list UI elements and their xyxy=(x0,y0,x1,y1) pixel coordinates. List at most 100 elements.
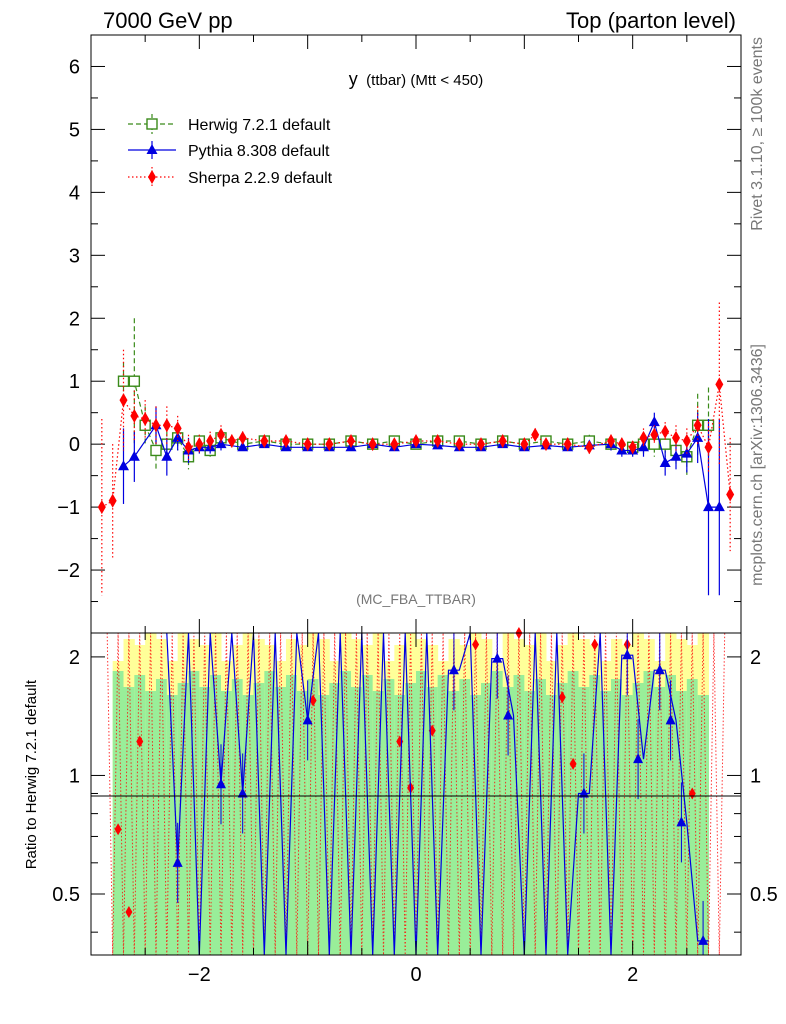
ratio-band-inner xyxy=(210,675,222,955)
header-right-label: Top (parton level) xyxy=(566,8,736,33)
ratio-band-inner xyxy=(296,691,309,955)
main-point xyxy=(368,437,377,452)
legend-pythia-marker xyxy=(146,144,158,154)
x-tick-label: 2 xyxy=(627,964,638,986)
ratio-band-inner xyxy=(697,695,709,955)
main-point xyxy=(150,444,162,457)
main-point xyxy=(726,487,735,502)
main-point xyxy=(607,434,615,449)
ratio-band-inner xyxy=(448,691,460,955)
main-point xyxy=(639,430,648,445)
ratio-sherpa-point xyxy=(114,823,122,836)
main-point xyxy=(704,440,713,455)
main-point xyxy=(152,418,160,433)
ratio-band-inner xyxy=(394,695,406,955)
ratio-pythia-point xyxy=(503,709,514,720)
ratio-band-inner xyxy=(546,695,558,955)
main-point xyxy=(118,460,129,471)
ratio-band-inner xyxy=(481,683,493,955)
main-point xyxy=(128,375,141,387)
ratio-band-inner xyxy=(112,671,124,955)
main-point xyxy=(563,437,572,452)
main-point xyxy=(303,437,312,452)
main-plot-title-selection: (ttbar) (Mtt < 450) xyxy=(366,72,483,89)
ratio-pythia-point xyxy=(492,652,503,663)
ratio-band-inner xyxy=(632,683,644,955)
main-point xyxy=(661,424,670,439)
ratio-band-inner xyxy=(221,691,233,955)
main-plot-title: y (ttbar) (Mtt < 450) xyxy=(349,69,484,89)
ratio-panel: 0.5 0.5 1 1 2 2 −2 0 2 Ratio to Herwig 7.2.1 de… xyxy=(23,627,778,986)
ratio-band-inner xyxy=(166,695,179,955)
main-panel: −2 −1 0 1 2 3 4 5 6 y (ttbar) (Mtt < 450) (MC_FB… xyxy=(57,34,742,634)
main-point xyxy=(715,377,724,392)
ratio-band-inner xyxy=(567,671,579,955)
main-point xyxy=(682,434,691,449)
legend-herwig-marker xyxy=(146,118,158,130)
legend-entry-sherpa: Sherpa 2.2.9 default xyxy=(128,167,333,187)
legend: Herwig 7.2.1 default Pythia 8.308 defaul… xyxy=(128,114,333,187)
main-point xyxy=(238,430,247,445)
ratio-band-inner xyxy=(502,687,514,955)
main-point xyxy=(195,437,204,452)
ratio-band-inner xyxy=(416,671,428,955)
ratio-band-inner xyxy=(665,675,677,955)
x-tick-label: −2 xyxy=(188,964,211,986)
main-point xyxy=(206,434,215,449)
ratio-band-inner xyxy=(264,671,276,955)
ratio-sherpa-point xyxy=(591,638,599,651)
main-point xyxy=(215,438,227,449)
ratio-band-inner xyxy=(242,695,254,955)
ratio-band-inner xyxy=(470,695,482,955)
ratio-band-inner xyxy=(286,675,298,955)
ratio-pythia-point xyxy=(216,778,226,789)
ratio-y-tick-labels: 0.5 0.5 1 1 2 2 xyxy=(52,647,778,906)
main-point xyxy=(498,434,507,449)
legend-entry-herwig: Herwig 7.2.1 default xyxy=(128,114,331,134)
ratio-pythia-point xyxy=(448,664,459,675)
main-plot-title-variable: y xyxy=(349,69,358,89)
main-y-tick-label: 4 xyxy=(69,182,80,204)
main-point xyxy=(659,457,671,468)
main-point xyxy=(713,501,725,512)
ratio-sherpa-point xyxy=(569,757,577,770)
legend-pythia-label: Pythia 8.308 default xyxy=(188,143,330,160)
ratio-band-inner xyxy=(611,679,623,955)
header-left-label: 7000 GeV pp xyxy=(103,8,233,33)
ratio-band-inner xyxy=(145,691,157,955)
main-point xyxy=(542,437,550,452)
x-tick-label: 0 xyxy=(410,964,421,986)
ratio-band-inner xyxy=(231,679,244,955)
ratio-band-inner xyxy=(654,687,666,955)
ratio-sherpa-point xyxy=(309,694,317,707)
ratio-band-inner xyxy=(459,679,471,955)
main-point xyxy=(412,434,420,449)
main-point xyxy=(347,434,355,449)
main-point xyxy=(141,411,150,426)
ratio-sherpa-point xyxy=(558,691,566,704)
ratio-band-inner xyxy=(156,679,168,955)
main-point xyxy=(237,441,249,452)
ratio-sherpa-point xyxy=(136,735,144,748)
ratio-band-inner xyxy=(177,683,189,955)
main-point xyxy=(672,430,680,445)
ratio-pythia-point xyxy=(578,787,589,798)
main-point xyxy=(693,418,702,433)
main-point xyxy=(108,493,117,508)
ratio-band-inner xyxy=(307,679,319,955)
main-y-tick-label: 2 xyxy=(69,308,80,330)
main-point xyxy=(390,437,399,452)
main-point xyxy=(161,450,173,461)
main-point xyxy=(433,434,442,449)
main-point xyxy=(617,437,626,452)
main-point xyxy=(260,434,269,449)
ratio-pythia-point xyxy=(622,649,633,660)
ratio-sherpa-point xyxy=(472,638,480,651)
main-point xyxy=(217,427,225,442)
ratio-band-inner xyxy=(318,695,330,955)
main-y-tick-labels: −2 −1 0 1 2 3 4 5 6 xyxy=(57,56,80,582)
main-point xyxy=(117,375,130,387)
ratio-band-inner xyxy=(686,679,699,955)
main-point xyxy=(97,500,106,515)
main-series-2 xyxy=(97,302,735,596)
